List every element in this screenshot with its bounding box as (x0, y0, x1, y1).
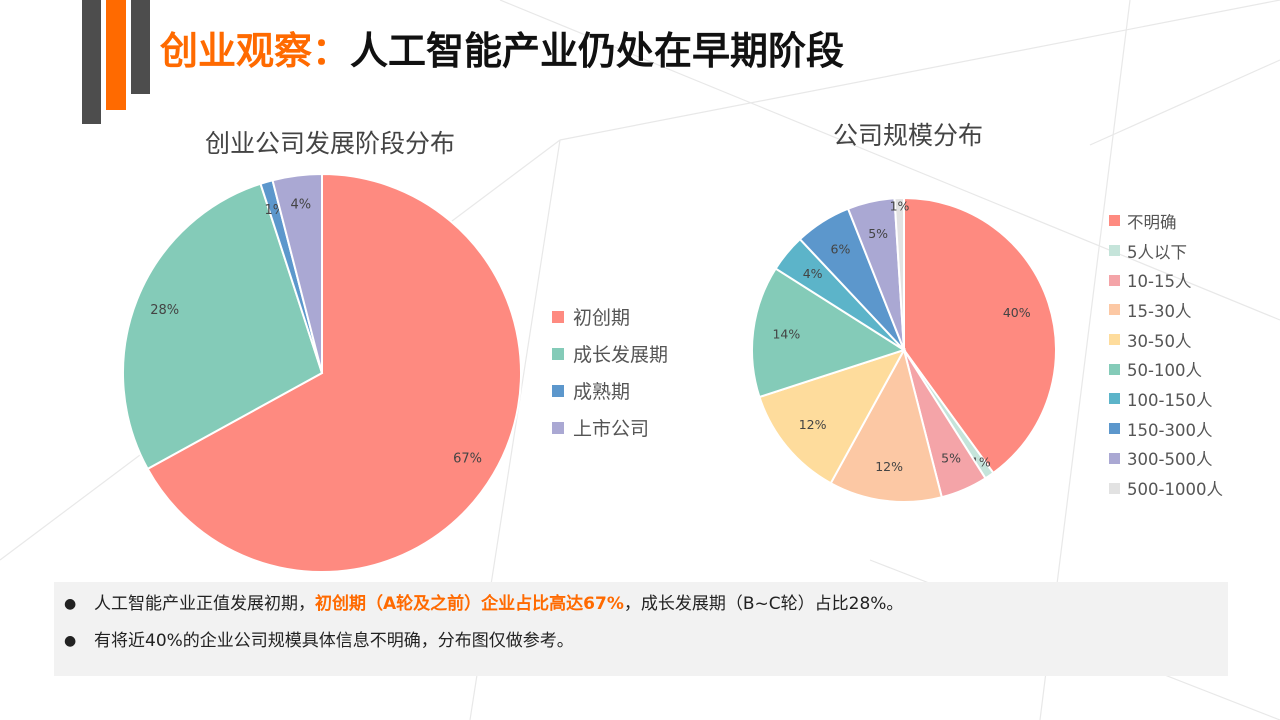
note-item: 人工智能产业正值发展初期，初创期（A轮及之前）企业占比高达67%，成长发展期（B… (54, 590, 1228, 627)
size-legend-label: 50-100人 (1127, 361, 1202, 381)
notes-box: 人工智能产业正值发展初期，初创期（A轮及之前）企业占比高达67%，成长发展期（B… (54, 582, 1228, 676)
stage-slice-3 (271, 172, 323, 374)
stage-legend-label: 成熟期 (573, 381, 631, 403)
size-legend-swatch (1109, 452, 1120, 464)
size-legend-label: 30-50人 (1127, 331, 1192, 351)
size-legend-label: 100-150人 (1127, 390, 1213, 410)
stage-legend-swatch (552, 347, 564, 360)
size-label-7: 6% (831, 241, 851, 256)
title-main: 人工智能产业仍处在早期阶段 (350, 29, 845, 73)
stage-label-0: 67% (453, 452, 482, 467)
note-text: 人工智能产业正值发展初期， (94, 594, 315, 614)
size-label-4: 12% (799, 417, 827, 432)
stage-slice-1 (122, 182, 324, 471)
size-slice-5 (751, 267, 907, 399)
size-legend-swatch (1109, 334, 1120, 346)
size-legend-item: 100-150人 (1109, 384, 1223, 414)
size-legend-label: 5人以下 (1127, 242, 1187, 262)
note-text: 有将近40%的企业公司规模具体信息不明确，分布图仅做参考。 (94, 631, 574, 651)
size-legend-item: 15-30人 (1109, 295, 1223, 325)
size-legend: 不明确 5人以下 10-15人 15-30人 30-50人 50-100人 100-150人… (1109, 206, 1223, 503)
decor-bar-orange (106, 0, 126, 110)
stage-legend-swatch (552, 421, 564, 434)
size-legend-label: 10-15人 (1127, 272, 1192, 292)
size-legend-label: 15-30人 (1127, 301, 1192, 321)
size-legend-item: 5人以下 (1109, 236, 1223, 266)
stage-legend-label: 初创期 (573, 307, 631, 329)
stage-legend-item: 上市公司 (552, 409, 668, 446)
stage-legend-label: 成长发展期 (573, 344, 669, 366)
size-legend-swatch (1109, 482, 1120, 494)
stage-chart-title: 创业公司发展阶段分布 (204, 129, 456, 158)
size-legend-swatch (1109, 393, 1120, 405)
size-label-3: 12% (875, 459, 903, 474)
size-label-2: 5% (941, 450, 961, 465)
size-chart-title: 公司规模分布 (832, 121, 984, 150)
size-legend-swatch (1109, 215, 1120, 227)
title-accent: 创业观察： (160, 29, 351, 73)
size-legend-item: 30-50人 (1109, 325, 1223, 355)
note-text-end: ，成长发展期（B~C轮）占比28%。 (623, 594, 904, 614)
stage-legend-label: 上市公司 (573, 418, 650, 440)
size-slice-3 (829, 347, 944, 503)
stage-slice-0 (146, 172, 522, 573)
size-label-9: 1% (890, 199, 910, 214)
size-legend-swatch (1109, 423, 1120, 435)
page-title: 创业观察：人工智能产业仍处在早期阶段 (160, 20, 844, 75)
size-legend-item: 300-500人 (1109, 444, 1223, 474)
size-label-8: 5% (868, 226, 888, 241)
size-slice-9 (893, 196, 905, 351)
stage-legend-swatch (552, 384, 564, 397)
size-slice-4 (758, 348, 907, 485)
size-legend-item: 150-300人 (1109, 414, 1223, 444)
size-legend-item: 500-1000人 (1109, 473, 1223, 503)
stage-legend-item: 初创期 (552, 298, 668, 335)
size-legend-label: 不明确 (1127, 212, 1177, 232)
size-label-6: 4% (803, 266, 823, 281)
size-legend-swatch (1109, 274, 1120, 286)
size-legend-swatch (1109, 304, 1120, 316)
size-label-0: 40% (1003, 305, 1031, 320)
decor-bar-gray-right (131, 0, 150, 94)
size-legend-item: 50-100人 (1109, 354, 1223, 384)
size-legend-item: 不明确 (1109, 206, 1223, 236)
note-highlight: 初创期（A轮及之前）企业占比高达67% (315, 594, 624, 614)
size-label-5: 14% (772, 327, 800, 342)
note-item: 有将近40%的企业公司规模具体信息不明确，分布图仅做参考。 (54, 627, 1228, 664)
size-legend-label: 150-300人 (1127, 420, 1213, 440)
stage-label-3: 4% (290, 198, 311, 213)
size-legend-swatch (1109, 363, 1120, 375)
stage-label-1: 28% (150, 303, 179, 318)
size-legend-label: 300-500人 (1127, 450, 1213, 470)
stage-legend: 初创期成长发展期成熟期上市公司 (552, 298, 668, 446)
decor-bar-gray-left (82, 0, 101, 124)
size-legend-swatch (1109, 245, 1120, 257)
size-legend-label: 500-1000人 (1127, 480, 1223, 500)
size-legend-item: 10-15人 (1109, 265, 1223, 295)
stage-legend-swatch (552, 310, 564, 323)
size-slice-0 (903, 196, 1057, 475)
stage-legend-item: 成熟期 (552, 372, 668, 409)
stage-legend-item: 成长发展期 (552, 335, 668, 372)
